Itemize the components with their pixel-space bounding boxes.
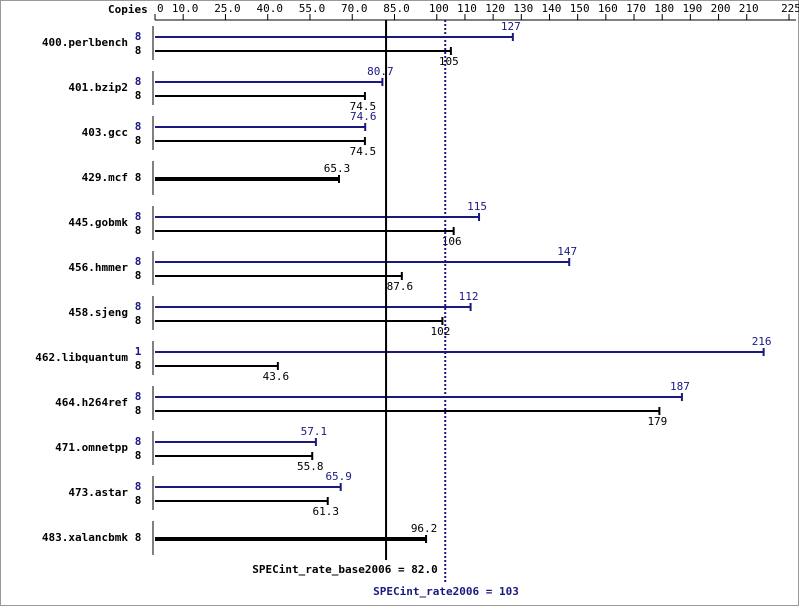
x-tick-label: 160 <box>598 2 618 15</box>
x-tick-label: 25.0 <box>214 2 241 15</box>
benchmark-label: 462.libquantum <box>35 351 128 364</box>
x-tick-label: 225 <box>781 2 799 15</box>
copies-label: 8 <box>135 89 142 102</box>
value-label: 106 <box>442 235 462 248</box>
benchmark-label: 471.omnetpp <box>55 441 128 454</box>
value-label: 61.3 <box>312 505 339 518</box>
value-label: 80.7 <box>367 65 394 78</box>
value-label: 105 <box>439 55 459 68</box>
x-tick-label: 130 <box>513 2 533 15</box>
copies-label: 8 <box>135 75 142 88</box>
value-label: 179 <box>647 415 667 428</box>
benchmark-label: 458.sjeng <box>68 306 128 319</box>
copies-label: 8 <box>135 449 142 462</box>
copies-label: 8 <box>135 269 142 282</box>
x-tick-label: 40.0 <box>256 2 283 15</box>
benchmark-label: 483.xalancbmk <box>42 531 128 544</box>
x-tick-label: 190 <box>682 2 702 15</box>
x-tick-label: 170 <box>626 2 646 15</box>
copies-label: 8 <box>135 314 142 327</box>
value-label: 187 <box>670 380 690 393</box>
value-label: 87.6 <box>387 280 414 293</box>
copies-header: Copies <box>108 3 148 16</box>
x-tick-label: 180 <box>654 2 674 15</box>
benchmark-label: 445.gobmk <box>68 216 128 229</box>
benchmark-label: 403.gcc <box>82 126 128 139</box>
value-label: 112 <box>459 290 479 303</box>
value-label: 55.8 <box>297 460 324 473</box>
benchmark-label: 429.mcf <box>82 171 128 184</box>
copies-label: 1 <box>135 345 142 358</box>
value-label: 65.3 <box>324 162 351 175</box>
x-tick-label: 100 <box>429 2 449 15</box>
copies-label: 8 <box>135 224 142 237</box>
value-label: 102 <box>430 325 450 338</box>
copies-label: 8 <box>135 300 142 313</box>
value-label: 57.1 <box>301 425 328 438</box>
copies-label: 8 <box>135 404 142 417</box>
x-tick-label: 210 <box>739 2 759 15</box>
x-tick-label: 10.0 <box>172 2 199 15</box>
x-tick-label: 85.0 <box>383 2 410 15</box>
value-label: 43.6 <box>263 370 290 383</box>
value-label: 115 <box>467 200 487 213</box>
value-label: 74.6 <box>350 110 377 123</box>
reference-label: SPECint_rate2006 = 103 <box>373 585 519 598</box>
x-tick-label: 0 <box>157 2 164 15</box>
x-tick-label: 150 <box>570 2 590 15</box>
value-label: 74.5 <box>350 145 377 158</box>
copies-label: 8 <box>135 390 142 403</box>
value-label: 96.2 <box>411 522 438 535</box>
x-tick-label: 200 <box>711 2 731 15</box>
x-tick-label: 140 <box>542 2 562 15</box>
benchmark-label: 473.astar <box>68 486 128 499</box>
copies-label: 8 <box>135 30 142 43</box>
copies-label: 8 <box>135 134 142 147</box>
copies-label: 8 <box>135 494 142 507</box>
copies-label: 8 <box>135 210 142 223</box>
copies-label: 8 <box>135 255 142 268</box>
copies-label: 8 <box>135 359 142 372</box>
benchmark-label: 400.perlbench <box>42 36 128 49</box>
benchmark-label: 464.h264ref <box>55 396 128 409</box>
value-label: 74.5 <box>350 100 377 113</box>
x-tick-label: 70.0 <box>341 2 368 15</box>
copies-label: 8 <box>135 531 142 544</box>
value-label: 147 <box>557 245 577 258</box>
copies-label: 8 <box>135 44 142 57</box>
benchmark-label: 401.bzip2 <box>68 81 128 94</box>
value-label: 65.9 <box>325 470 352 483</box>
copies-label: 8 <box>135 480 142 493</box>
x-tick-label: 110 <box>457 2 477 15</box>
copies-label: 8 <box>135 171 142 184</box>
x-tick-label: 120 <box>485 2 505 15</box>
copies-label: 8 <box>135 120 142 133</box>
value-label: 216 <box>752 335 772 348</box>
x-tick-label: 55.0 <box>299 2 326 15</box>
copies-label: 8 <box>135 435 142 448</box>
reference-label: SPECint_rate_base2006 = 82.0 <box>252 563 437 576</box>
value-label: 127 <box>501 20 521 33</box>
benchmark-label: 456.hmmer <box>68 261 128 274</box>
